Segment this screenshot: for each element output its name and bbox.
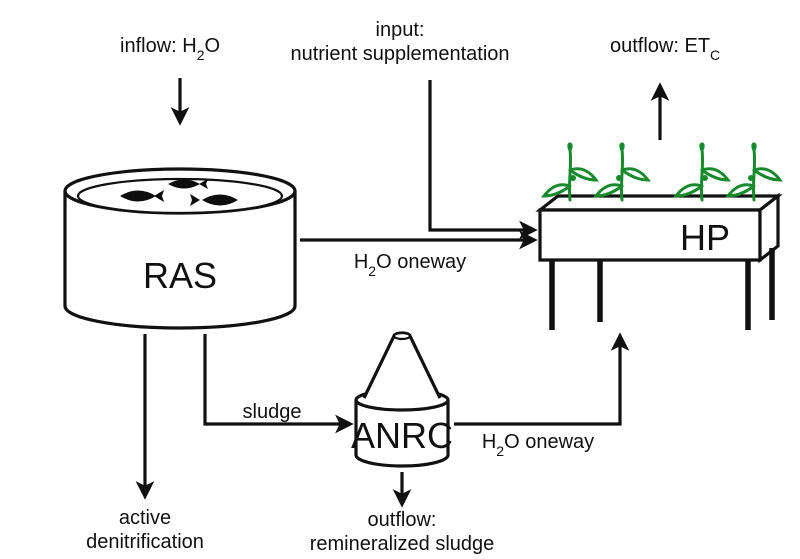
label-input-line1: input: [376, 19, 425, 41]
label-outflow-et: outflow: ETC [610, 35, 720, 63]
ras-label: RAS [143, 255, 217, 296]
label-denitr-line1: active [119, 507, 171, 529]
anrc-label: ANRC [351, 415, 453, 456]
label-outflow-sludge-line1: outflow: [368, 509, 437, 531]
anrc-unit: ANRC [351, 333, 453, 466]
label-sludge: sludge [243, 401, 302, 423]
ras-tank: RAS [65, 169, 295, 328]
hp-label: HP [680, 217, 730, 258]
label-input-line2: nutrient supplementation [290, 43, 509, 65]
label-outflow-sludge-line2: remineralized sludge [310, 533, 495, 555]
label-inflow: inflow: H2O [120, 35, 220, 63]
plant-icon [544, 144, 780, 200]
label-h2o-oneway-1: H2O oneway [354, 251, 466, 279]
label-h2o-oneway-2: H2O oneway [482, 431, 594, 459]
hp-growbed: HP [540, 144, 780, 330]
edge-input-hp [430, 80, 534, 230]
label-denitr-line2: denitrification [86, 531, 204, 553]
edge-anrc-hp [454, 336, 620, 424]
